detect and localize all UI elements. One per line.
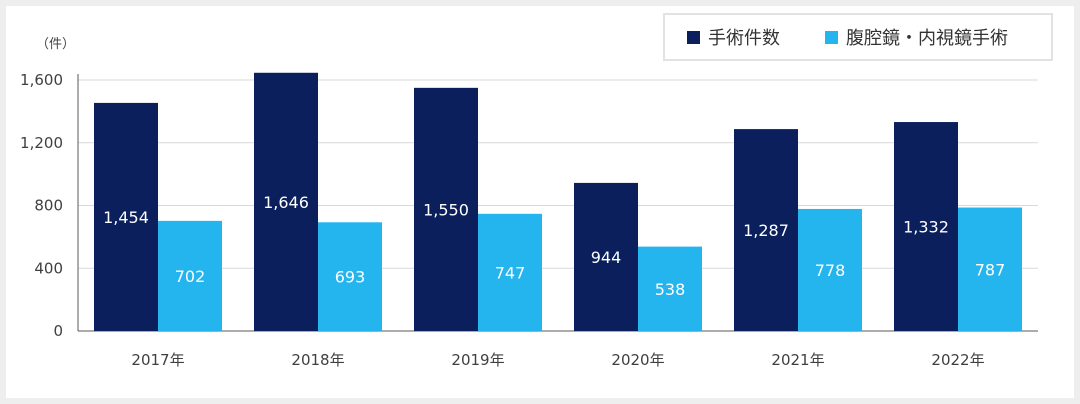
bar-surgeries-2 xyxy=(414,87,478,331)
bar-value-label: 747 xyxy=(495,263,526,282)
bar-surgeries-5 xyxy=(894,122,958,331)
y-tick-label: 1,200 xyxy=(20,134,63,152)
x-tick-label: 2020年 xyxy=(611,351,664,369)
bar-laparoscopic-3 xyxy=(638,246,702,331)
x-tick-label: 2021年 xyxy=(771,351,824,369)
legend-item-series1: 手術件数 xyxy=(687,15,780,59)
bar-surgeries-0 xyxy=(94,102,158,331)
bar-value-label: 1,332 xyxy=(903,218,949,237)
bar-value-label: 693 xyxy=(335,268,366,287)
bar-value-label: 1,550 xyxy=(423,200,469,219)
bar-surgeries-3 xyxy=(574,182,638,331)
bar-value-label: 1,646 xyxy=(263,193,309,212)
bar-value-label: 1,287 xyxy=(743,221,789,240)
bar-laparoscopic-5 xyxy=(958,207,1022,331)
bar-value-label: 702 xyxy=(175,267,206,286)
bar-value-label: 787 xyxy=(975,260,1006,279)
bar-surgeries-4 xyxy=(734,129,798,331)
y-tick-label: 1,600 xyxy=(20,71,63,89)
legend-label-series2: 腹腔鏡・内視鏡手術 xyxy=(846,28,1008,49)
x-tick-label: 2019年 xyxy=(451,351,504,369)
y-tick-label: 0 xyxy=(53,322,63,340)
bar-laparoscopic-1 xyxy=(318,222,382,331)
y-tick-label: 800 xyxy=(34,197,63,215)
bar-value-label: 538 xyxy=(655,280,686,299)
bar-value-label: 778 xyxy=(815,261,846,280)
bar-surgeries-1 xyxy=(254,72,318,331)
bar-value-label: 944 xyxy=(591,248,622,267)
legend: 手術件数 腹腔鏡・内視鏡手術 xyxy=(663,13,1053,61)
bar-value-label: 1,454 xyxy=(103,208,149,227)
x-tick-label: 2018年 xyxy=(291,351,344,369)
legend-swatch-series2 xyxy=(825,30,838,44)
x-tick-label: 2017年 xyxy=(131,351,184,369)
bar-laparoscopic-4 xyxy=(798,208,862,331)
legend-item-series2: 腹腔鏡・内視鏡手術 xyxy=(825,15,1008,59)
legend-swatch-series1 xyxy=(687,30,700,44)
y-tick-label: 400 xyxy=(34,259,63,277)
bar-laparoscopic-0 xyxy=(158,220,222,331)
legend-label-series1: 手術件数 xyxy=(708,28,780,49)
bar-laparoscopic-2 xyxy=(478,213,542,331)
y-axis-unit-label: （件） xyxy=(36,37,76,52)
x-tick-label: 2022年 xyxy=(931,351,984,369)
